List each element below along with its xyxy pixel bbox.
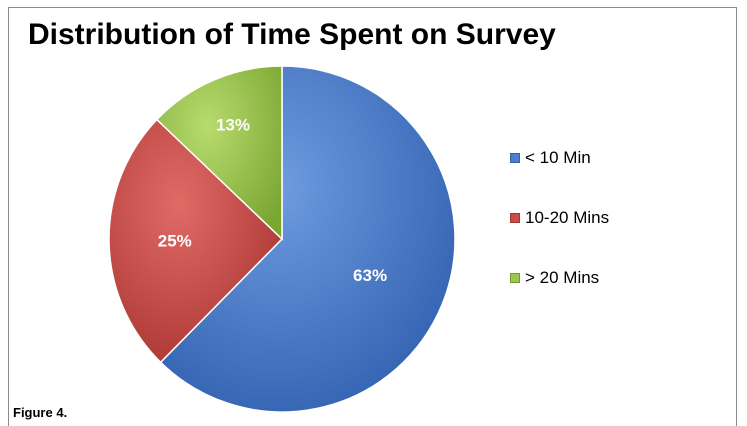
- legend-item-under-10-min: < 10 Min: [510, 148, 609, 168]
- slice-10-20-mins: [108, 118, 284, 364]
- legend-swatch: [510, 273, 520, 283]
- legend-label: > 20 Mins: [525, 268, 600, 287]
- chart-title: Distribution of Time Spent on Survey: [28, 18, 556, 51]
- legend: < 10 Min 10-20 Mins > 20 Mins: [510, 148, 609, 328]
- legend-label: < 10 Min: [525, 148, 591, 167]
- slice-over-20-mins-label: 13%: [216, 115, 250, 134]
- legend-label: 10-20 Mins: [525, 208, 610, 227]
- legend-item-over-20-mins: > 20 Mins: [510, 268, 609, 288]
- slice-over-20-mins: [155, 65, 283, 241]
- figure-caption: Figure 4.: [13, 405, 68, 420]
- slice-10-20-mins-label: 25%: [158, 232, 192, 251]
- legend-swatch: [510, 153, 520, 163]
- slice-under-10-min: [159, 65, 456, 413]
- legend-item-10-20-mins: 10-20 Mins: [510, 208, 609, 228]
- slice-under-10-min-label: 63%: [353, 266, 387, 285]
- legend-swatch: [510, 213, 520, 223]
